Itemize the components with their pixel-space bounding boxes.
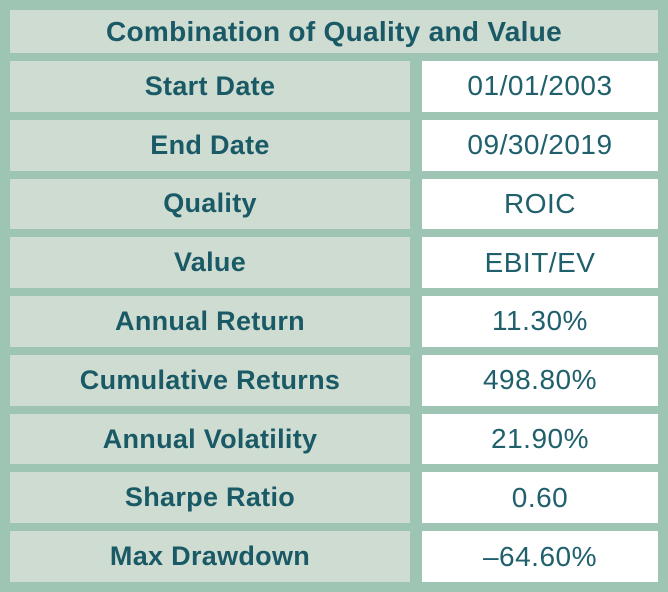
row-value-start-date: 01/01/2003 (422, 61, 658, 112)
row-label-quality: Quality (10, 178, 410, 230)
row-value-max-drawdown: –64.60% (422, 531, 658, 582)
table-title: Combination of Quality and Value (10, 10, 658, 53)
row-label-annual-return: Annual Return (10, 296, 410, 347)
row-label-max-drawdown: Max Drawdown (10, 531, 410, 582)
row-label-annual-volatility: Annual Volatility (10, 413, 410, 465)
row-value-sharpe-ratio: 0.60 (422, 472, 658, 524)
row-label-start-date: Start Date (10, 61, 410, 112)
row-label-cumulative-returns: Cumulative Returns (10, 354, 410, 406)
row-value-annual-return: 11.30% (422, 296, 658, 347)
row-label-sharpe-ratio: Sharpe Ratio (10, 472, 410, 524)
row-value-annual-volatility: 21.90% (422, 413, 658, 465)
row-label-value: Value (10, 237, 410, 289)
row-value-end-date: 09/30/2019 (422, 119, 658, 171)
row-value-value: EBIT/EV (422, 237, 658, 289)
row-value-cumulative-returns: 498.80% (422, 354, 658, 406)
row-label-end-date: End Date (10, 119, 410, 171)
row-value-quality: ROIC (422, 178, 658, 230)
